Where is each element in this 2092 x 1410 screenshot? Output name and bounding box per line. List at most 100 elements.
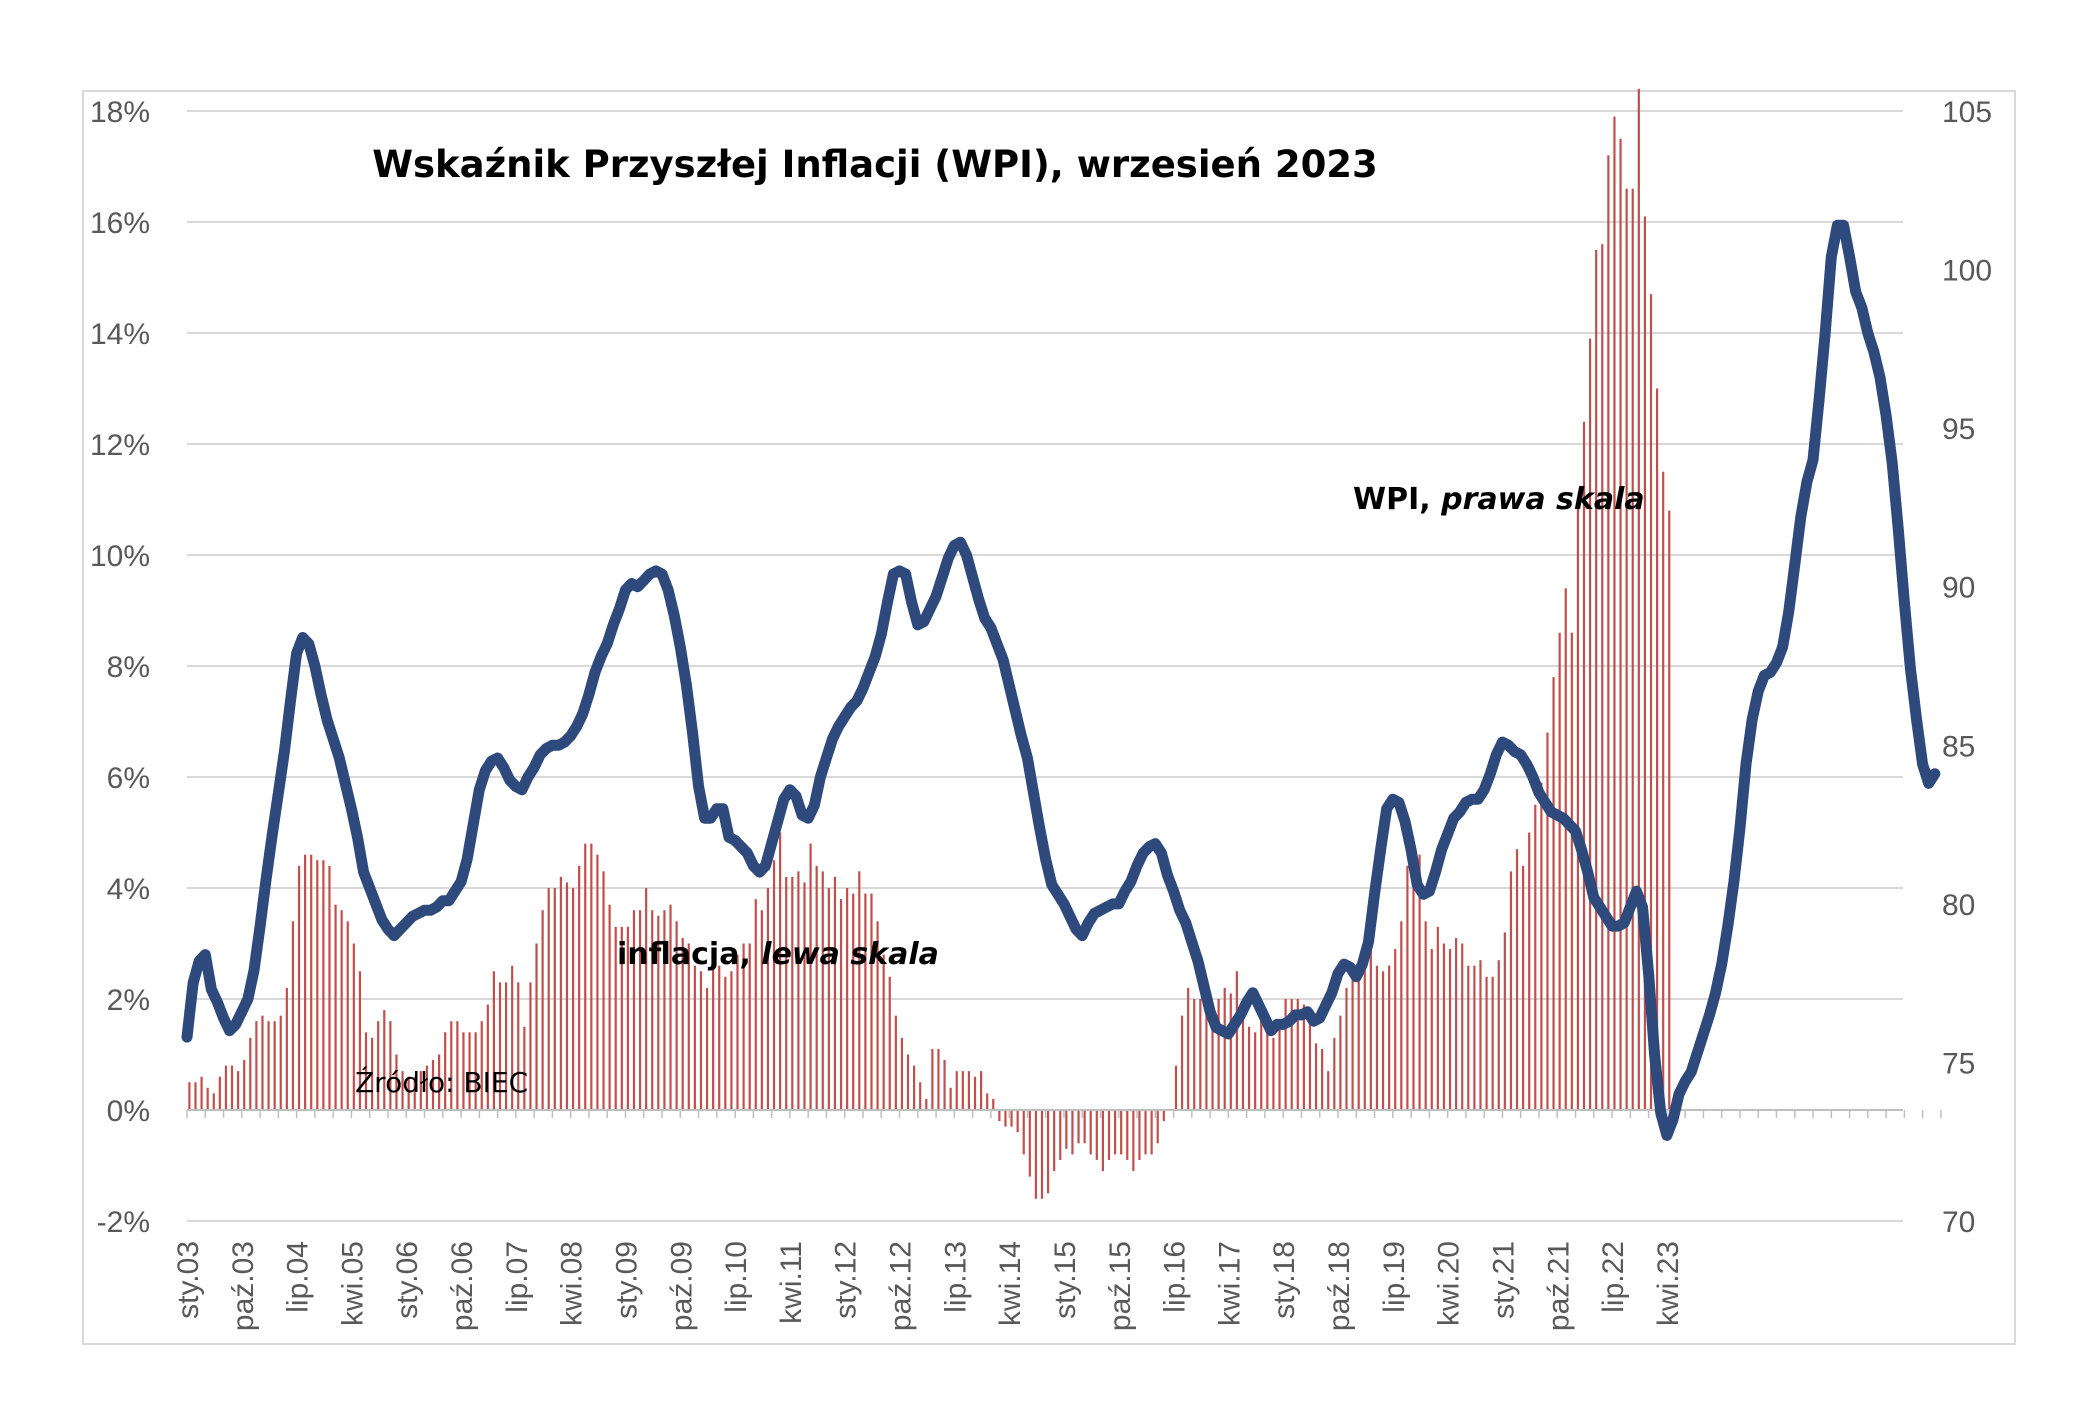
x-axis-tick-label: sty.21 [1487,1241,1520,1319]
inflation-bar [943,1060,946,1110]
inflation-bar [511,965,514,1110]
inflation-bar [1004,1110,1007,1127]
inflation-bar [1278,1021,1281,1110]
inflation-bar [480,1021,483,1110]
inflation-bar [517,982,520,1110]
inflation-bar [1028,1110,1031,1177]
inflation-bar [791,876,794,1110]
inflation-bar [1071,1110,1074,1155]
inflation-bar [456,1021,459,1110]
left-axis-tick-label: 10% [90,540,150,573]
inflation-bar [645,888,648,1110]
inflation-bar [206,1087,209,1110]
inflation-bar [1369,949,1372,1110]
inflation-bar [1156,1110,1159,1144]
inflation-bar [602,871,605,1110]
inflation-bar [1333,1037,1336,1110]
inflation-bar [1534,804,1537,1110]
inflation-bar [474,1032,477,1110]
inflation-bar [705,987,709,1110]
x-axis-tick-label: kwi.20 [1433,1241,1466,1326]
inflation-bar [1631,188,1634,1110]
inflation-bar [913,1065,916,1110]
inflation-bar [1180,1015,1184,1110]
inflation-bar [1126,1110,1129,1160]
x-axis-tick-label: lip.07 [501,1241,534,1313]
inflation-bar [1430,949,1433,1110]
inflation-bar [1357,965,1360,1110]
inflation-bar [364,1032,368,1110]
inflation-bar [1424,921,1427,1110]
inflation-bar [1266,1021,1269,1110]
inflation-bar [675,921,678,1110]
inflation-bar [1522,865,1525,1110]
inflation-bar [1582,421,1586,1110]
inflation-bar [1442,943,1446,1110]
inflation-bar [803,882,806,1110]
chart-area-border [82,90,2016,1345]
inflation-bar [1363,949,1366,1110]
x-axis-tick-label: kwi.05 [336,1241,369,1326]
x-axis-tick-label: paź.15 [1104,1241,1137,1331]
gridlines [187,110,1903,1222]
inflation-bar [1552,677,1555,1110]
right-axis-ticks: 70 75 80 85 90 95 100 105 [1942,96,1992,1239]
inflation-bar [316,860,319,1110]
inflation-bar [1339,1015,1342,1110]
inflation-bar [578,865,581,1110]
x-axis-tick-label: kwi.23 [1652,1241,1685,1326]
inflation-bar [1241,1004,1245,1110]
source-note: Źródło: BIEC [355,1065,528,1099]
inflation-bar [1655,388,1659,1110]
inflation-bar [961,1071,964,1110]
inflation-bar [1302,1004,1305,1110]
inflation-bar [1235,971,1238,1110]
right-axis-tick-label: 90 [1942,572,1975,605]
inflation-bar [1467,965,1470,1110]
inflation-bar [1576,499,1580,1110]
inflation-bar [1211,1010,1214,1110]
inflation-bar [1473,965,1476,1110]
inflation-bar [864,893,867,1110]
inflation-bar [1284,999,1287,1110]
inflation-bar [328,865,331,1110]
left-axis-tick-label: 2% [107,984,150,1017]
inflation-bar [1010,1110,1013,1127]
inflation-bar [529,982,532,1110]
inflation-bar [730,971,733,1110]
x-axis-tick-label: lip.10 [720,1241,753,1313]
inflation-bar [297,865,301,1110]
right-axis-tick-label: 105 [1942,96,1992,129]
inflation-bar [833,876,837,1110]
inflation-series-annotation: inflacja, lewa skala [617,937,939,972]
inflation-series-scale: lewa skala [761,937,939,972]
inflation-bar [535,943,538,1110]
inflation-bar [1528,832,1531,1110]
inflation-bar [1461,943,1464,1110]
inflation-bar [785,876,788,1110]
inflation-bar [931,1048,934,1110]
inflation-bar [1089,1110,1092,1155]
inflation-bar [596,854,599,1110]
inflation-bar [377,1021,380,1110]
inflation-bar [1132,1110,1135,1172]
inflation-bar [809,843,812,1110]
inflation-bar [1479,960,1482,1110]
inflation-bar [450,1021,453,1110]
inflation-bar [1247,1026,1251,1110]
inflation-bar [261,1015,264,1110]
right-axis-tick-label: 70 [1942,1206,1975,1239]
inflation-bar [736,954,739,1110]
inflation-bar [1223,987,1226,1110]
inflation-bar [462,1032,465,1110]
inflation-bar [498,982,502,1110]
inflation-bar [973,1076,977,1110]
inflation-bar [620,926,623,1110]
inflation-bar [919,1082,922,1110]
x-axis-tick-label: sty.15 [1049,1241,1082,1319]
inflation-bar [249,1037,252,1110]
inflation-bar [212,1093,215,1110]
inflation-bar [468,1032,471,1110]
inflation-bar [437,1054,441,1110]
inflation-bar [1113,1110,1117,1155]
